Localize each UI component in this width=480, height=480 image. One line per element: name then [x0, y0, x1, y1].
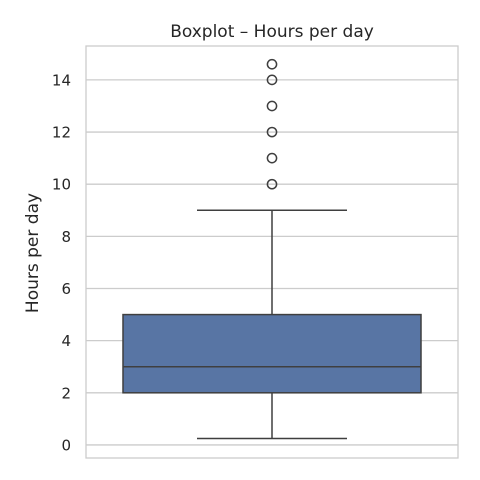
y-tick-label: 4 — [61, 332, 71, 350]
outlier-point — [266, 74, 278, 86]
y-axis-label: Hours per day — [23, 193, 43, 313]
outlier-point — [266, 126, 278, 138]
outlier-points — [266, 58, 278, 190]
outlier-point — [266, 152, 278, 164]
outlier-point — [266, 178, 278, 190]
y-tick-label: 0 — [61, 436, 71, 454]
y-tick-label: 2 — [61, 384, 71, 402]
y-tick-label: 12 — [52, 124, 71, 142]
chart-title: Boxplot – Hours per day — [170, 22, 374, 42]
y-tick-label: 8 — [61, 228, 71, 246]
box-group — [122, 209, 422, 440]
outlier-point — [266, 100, 278, 112]
iqr-box — [122, 313, 422, 394]
plot-frame — [85, 45, 459, 459]
y-tick-label: 10 — [52, 176, 71, 194]
y-tick-label: 6 — [61, 280, 71, 298]
y-tick-labels: 0 2 4 6 8 10 12 14 — [52, 71, 71, 454]
y-tick-label: 14 — [52, 71, 71, 89]
outlier-point — [266, 58, 278, 70]
